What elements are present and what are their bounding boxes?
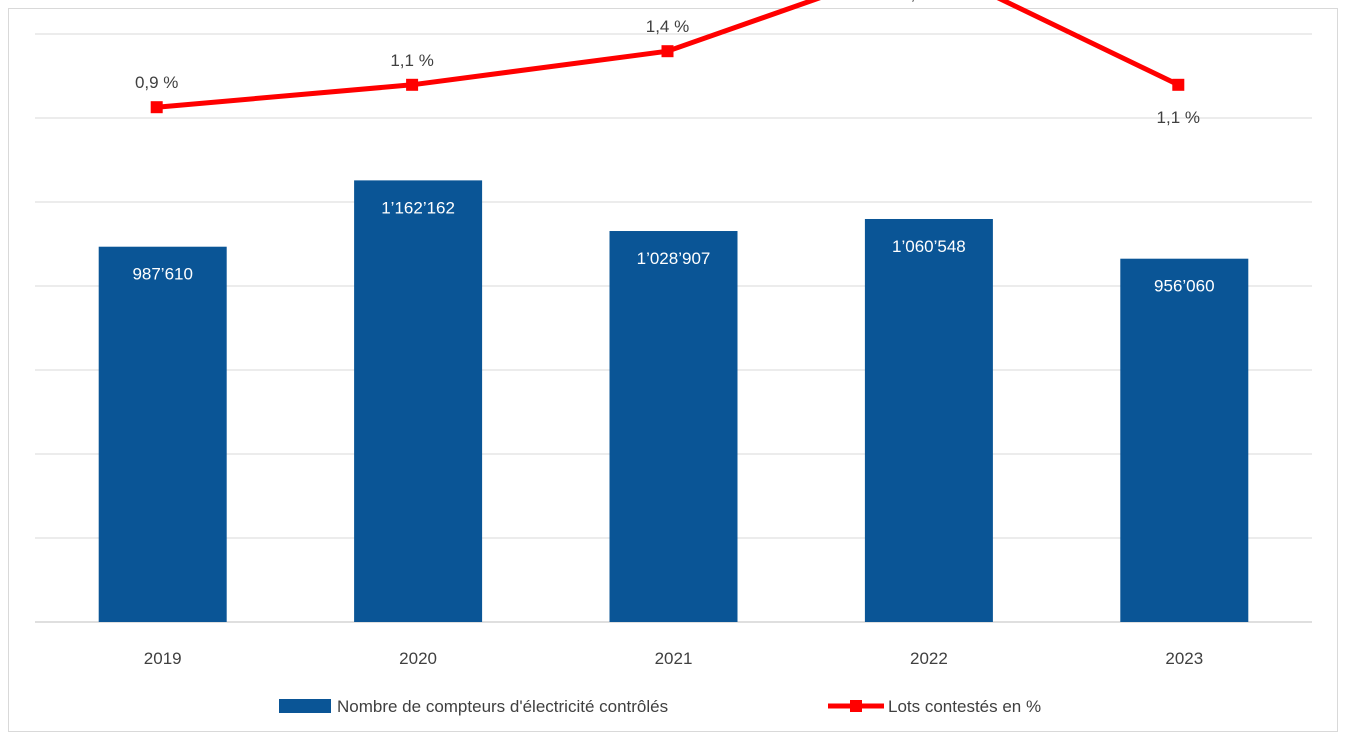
legend-label-bars: Nombre de compteurs d'électricité contrô… — [337, 697, 668, 716]
line-label-2020: 1,1 % — [390, 51, 433, 70]
x-tick-2020: 2020 — [399, 649, 437, 668]
line-data-labels: 0,9 % 1,1 % 1,4 % 2,2 % 1,1 % — [135, 0, 1200, 127]
x-tick-2019: 2019 — [144, 649, 182, 668]
legend-swatch-bars — [279, 699, 331, 713]
legend-marker-line — [850, 700, 862, 712]
line-marker-2019 — [150, 101, 163, 114]
bar-2021 — [609, 231, 738, 623]
line-series — [150, 0, 1185, 114]
line-marker-2020 — [406, 78, 419, 91]
line-label-2019: 0,9 % — [135, 73, 178, 92]
bar-label-2021: 1’028’907 — [637, 249, 711, 268]
bar-2023 — [1120, 258, 1249, 622]
bar-2019 — [98, 246, 227, 623]
bar-data-labels: 987’610 1’162’162 1’028’907 1’060’548 956’06… — [132, 198, 1214, 295]
x-tick-2022: 2022 — [910, 649, 948, 668]
line-marker-2021 — [661, 45, 674, 58]
line-label-2023: 1,1 % — [1157, 108, 1200, 127]
bar-2020 — [354, 180, 483, 623]
bar-2022 — [864, 218, 993, 622]
line-label-2021: 1,4 % — [646, 17, 689, 36]
line-marker-2023 — [1172, 78, 1185, 91]
x-tick-2023: 2023 — [1165, 649, 1203, 668]
bar-series — [98, 180, 1249, 623]
bar-label-2023: 956’060 — [1154, 277, 1215, 296]
line-label-2022: 2,2 % — [901, 0, 944, 4]
bar-label-2019: 987’610 — [132, 265, 193, 284]
bar-label-2022: 1’060’548 — [892, 237, 966, 256]
x-axis-tick-labels: 2019 2020 2021 2022 2023 — [144, 649, 1203, 668]
x-tick-2021: 2021 — [655, 649, 693, 668]
legend: Nombre de compteurs d'électricité contrô… — [279, 697, 1041, 716]
legend-label-line: Lots contestés en % — [888, 697, 1041, 716]
bar-label-2020: 1’162’162 — [381, 198, 455, 217]
